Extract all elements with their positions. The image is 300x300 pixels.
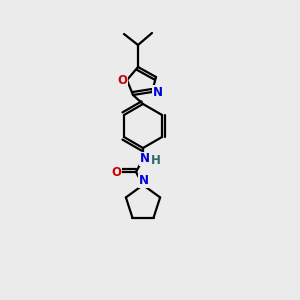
Text: N: N <box>139 175 149 188</box>
Text: O: O <box>117 74 127 86</box>
Text: H: H <box>151 154 161 167</box>
Text: N: N <box>140 152 150 166</box>
Text: N: N <box>153 85 163 98</box>
Text: O: O <box>111 166 121 178</box>
